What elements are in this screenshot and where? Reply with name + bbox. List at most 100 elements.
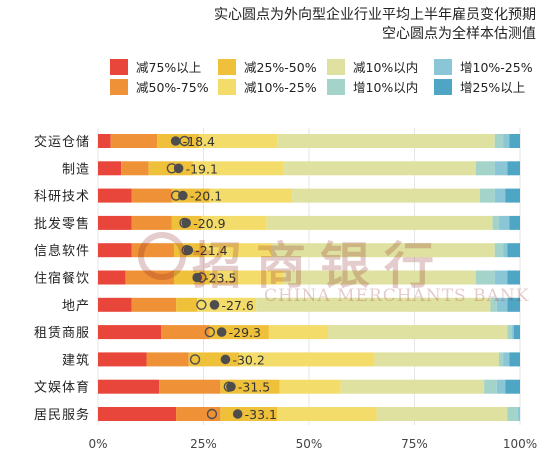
bar-segment [490,297,497,312]
bar-segment [484,379,497,394]
bar-segment [98,270,126,285]
bar-segment [507,297,520,312]
dot-value-label: -27.6 [221,298,253,313]
bar-segment [292,188,480,203]
hollow-dot [204,326,216,338]
bar-segment [159,379,221,394]
hollow-dot [196,299,207,310]
legend-swatch [434,79,452,95]
solid-dot [178,190,188,201]
bar-segment [121,161,149,176]
bar-segment [509,134,520,148]
bar-segment [475,270,495,285]
x-tick-label: 75% [401,437,428,451]
bar-segment [507,161,520,176]
solid-dot [170,136,181,146]
dot-value-label: -19.1 [186,161,218,176]
bar-segment [494,134,504,148]
bar-segment [110,134,158,148]
bar-segment [507,407,518,421]
bar-segment [176,407,221,421]
category-label: 租赁商服 [34,326,90,341]
solid-dot [181,218,191,228]
category-label: 制造 [62,162,90,177]
legend-swatch [327,79,345,95]
bar-segment [98,134,111,148]
bar-segment [340,379,485,394]
bar-segment [494,188,506,203]
bar-segment [98,325,162,340]
bar-segment [98,215,132,230]
hollow-dot [206,408,218,420]
bar-segment [201,215,267,230]
bar-segment [98,243,132,258]
bar-segment [271,243,495,258]
bar-segment [494,270,508,285]
bar-segment [503,134,510,148]
bar-segment [239,352,375,367]
legend-label: 减10%以内 [353,60,418,75]
dot-value-label: -21.4 [195,243,227,258]
dot-value-label: -23.5 [204,271,236,286]
bar-segment [98,379,160,394]
bar-segment [498,352,504,367]
category-label: 住宿餐饮 [34,271,90,287]
bar-segment [268,325,328,340]
bar-segment [266,215,493,230]
x-tick-label: 50% [296,437,323,451]
category-label: 地产 [62,299,90,314]
bar-segment [125,270,174,285]
bar-segment [374,352,499,367]
legend-label: 减75%以上 [136,60,201,75]
legend-swatch [434,59,452,75]
legend-label: 减50%-75% [136,80,209,95]
bar-segment [492,215,499,230]
bar-segment [98,188,132,203]
bar-segment [98,352,147,367]
bar-segment [146,352,189,367]
bar-segment [277,134,495,148]
dot-value-label: -20.9 [193,216,225,231]
bar-segment [173,270,210,285]
solid-dot [220,354,231,365]
bar-segment [507,243,520,258]
legend-swatch [110,79,128,95]
legend-swatch [218,79,236,95]
solid-dot [192,272,202,283]
solid-dot [209,300,220,310]
dot-value-label: -31.5 [238,380,270,395]
legend-swatch [218,59,236,75]
bar-segment [203,243,272,258]
bar-segment [279,379,341,394]
dot-value-label: -20.1 [190,189,222,204]
bar-segment [509,215,520,230]
solid-dot [173,163,184,174]
legend-label: 增10%以内 [353,80,418,95]
x-tick-label: 0% [88,437,107,451]
bar-segment [192,161,284,176]
hollow-dot [189,354,201,365]
bar-segment [176,297,198,312]
legend-swatch [110,59,128,75]
legend-label: 减25%-50% [244,60,317,75]
dot-value-label: -29.3 [229,325,261,340]
bar-segment [98,297,132,312]
bar-segment [209,188,293,203]
bar-segment [161,325,210,340]
bar-segment [496,297,508,312]
bar-segment [511,325,514,340]
solid-dot [232,409,243,419]
bar-segment [494,161,508,176]
bar-segment [131,297,177,312]
category-label: 文娱体育 [34,380,90,396]
category-label: 批发零售 [34,216,90,232]
bar-segment [220,379,280,394]
category-label: 交运仓储 [34,134,90,150]
dot-value-label: -33.1 [245,407,277,422]
legend-label: 增25%以上 [460,80,525,95]
bar-segment [376,407,508,421]
solid-dot [216,327,227,337]
bar-segment [507,325,512,340]
bar-segment [503,243,508,258]
